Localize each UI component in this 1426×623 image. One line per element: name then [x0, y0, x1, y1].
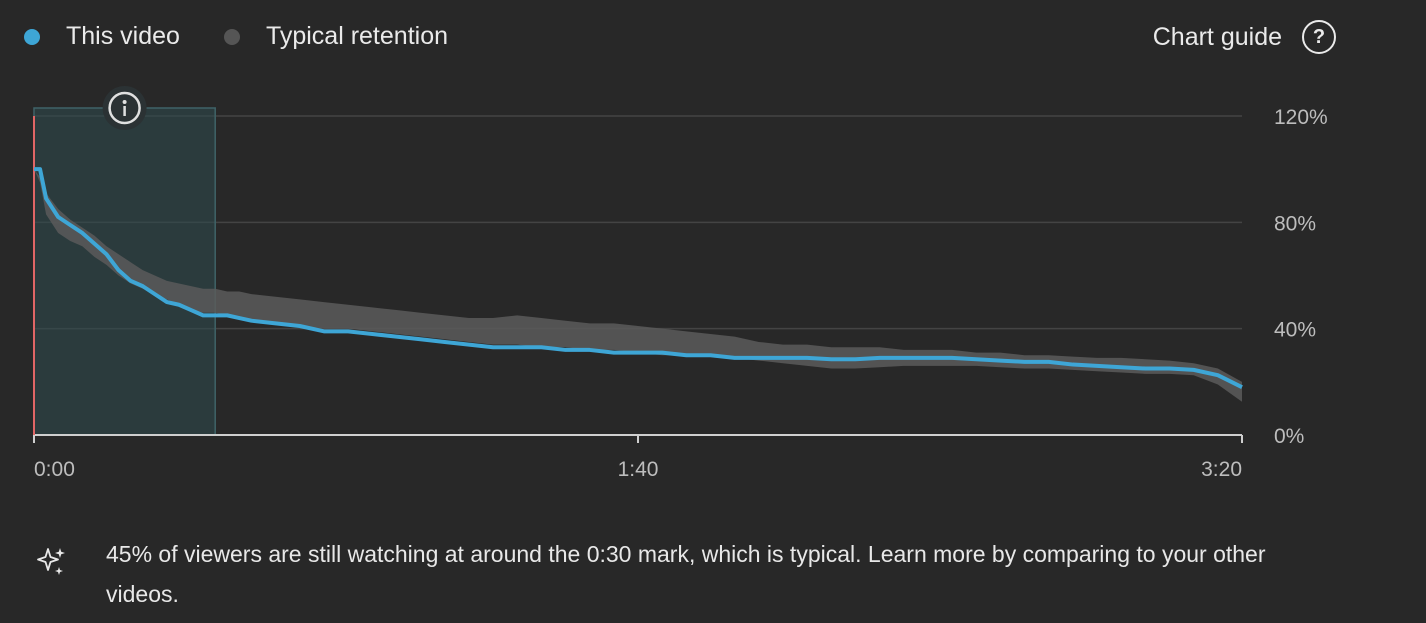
sparkle-icon — [36, 534, 106, 614]
x-tick-labels: 0:00 1:40 3:20 — [33, 435, 1243, 481]
y-tick-label: 0% — [1274, 425, 1304, 448]
chart-guide[interactable]: Chart guide ? — [1153, 20, 1336, 54]
legend-item-this-video[interactable]: This video — [24, 22, 180, 51]
y-tick-labels: 0% 40% 80% 120% — [1274, 106, 1328, 448]
insight-text: 45% of viewers are still watching at aro… — [106, 541, 1266, 607]
info-icon[interactable] — [102, 86, 147, 130]
this-video-line — [34, 167, 1243, 389]
help-circle-icon[interactable]: ? — [1302, 20, 1336, 54]
legend-dot-this-video — [24, 28, 40, 45]
retention-chart: 0% 40% 80% 120% 0:00 1:40 3:20 — [33, 86, 1328, 481]
x-tick-label: 1:40 — [618, 458, 659, 481]
x-tick-label: 3:20 — [1201, 458, 1242, 481]
y-tick-label: 120% — [1274, 106, 1328, 129]
y-tick-label: 80% — [1274, 212, 1316, 235]
insight-row: 45% of viewers are still watching at aro… — [36, 534, 1316, 614]
legend-label-typical-retention: Typical retention — [265, 22, 448, 50]
y-tick-label: 40% — [1274, 319, 1316, 342]
legend-label-this-video: This video — [66, 22, 180, 50]
legend-dot-typical-retention — [223, 28, 240, 45]
x-tick-label: 0:00 — [34, 458, 75, 481]
legend-item-typical-retention[interactable]: Typical retention — [223, 22, 448, 51]
chart-guide-label[interactable]: Chart guide — [1152, 22, 1282, 51]
chart-legend: This video Typical retention — [24, 22, 492, 51]
